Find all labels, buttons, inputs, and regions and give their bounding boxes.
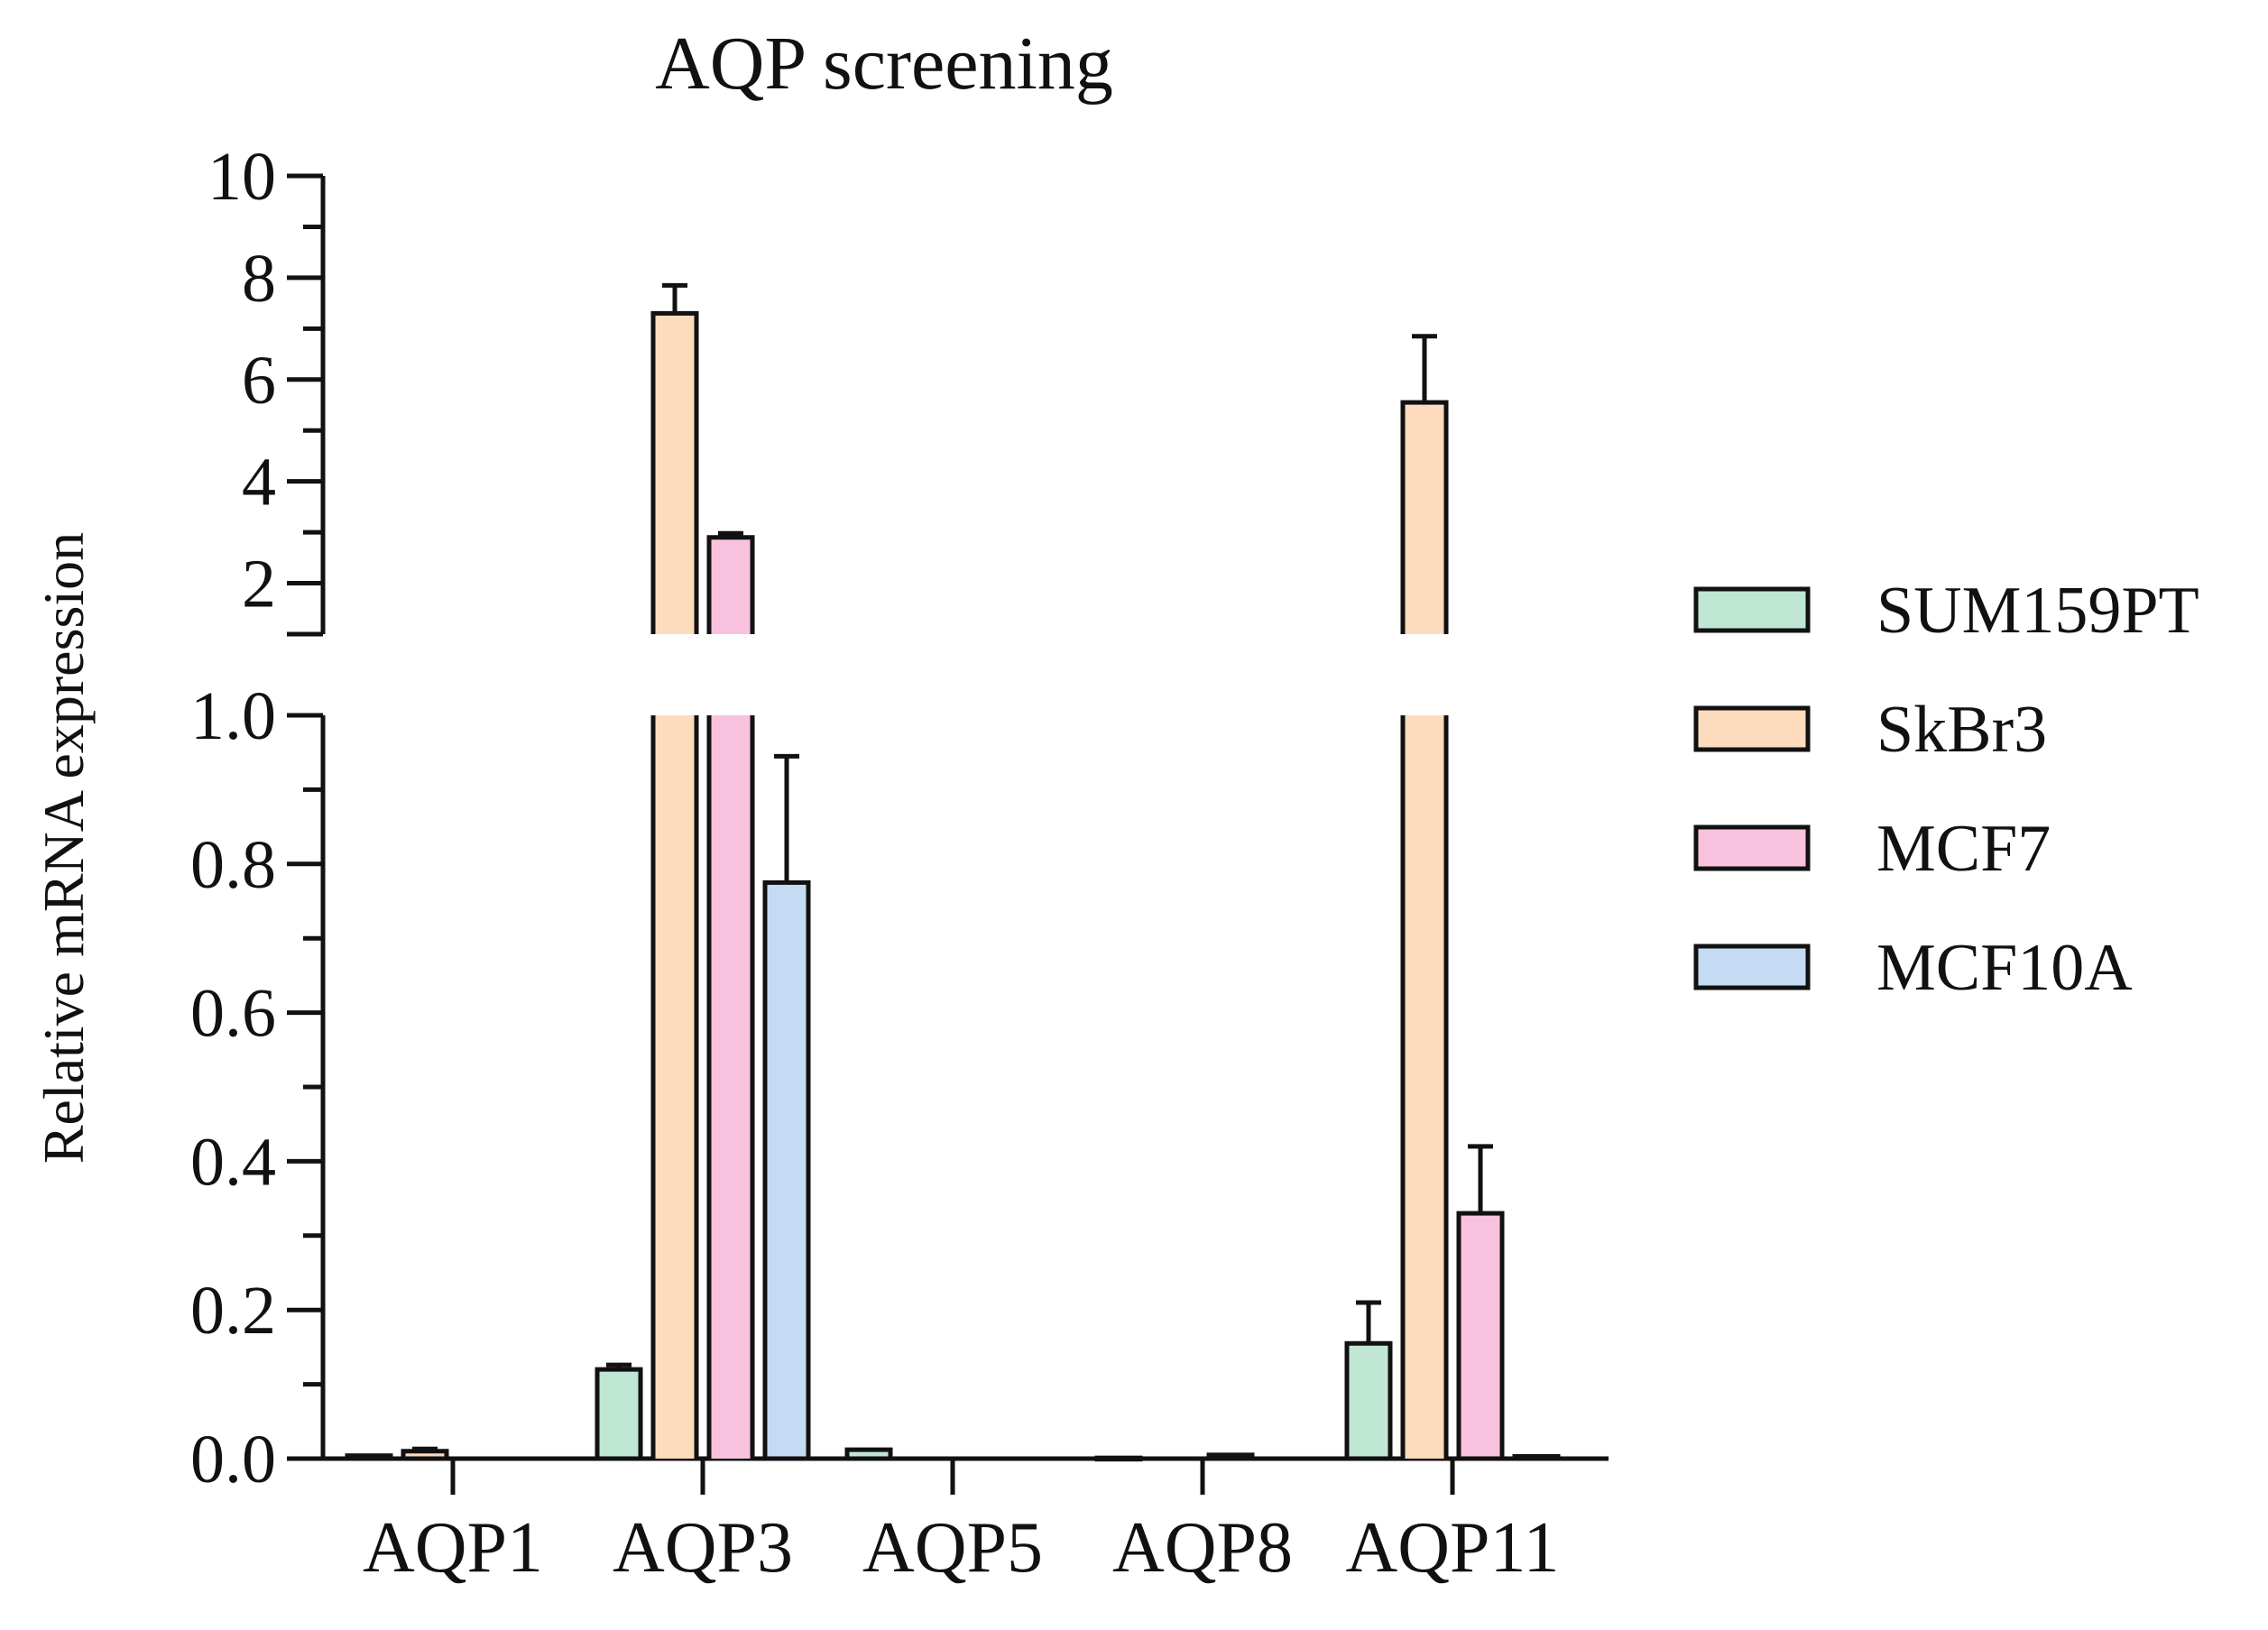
bar-outline (706, 535, 755, 634)
legend-swatch (1693, 586, 1811, 633)
bar (1456, 1211, 1505, 1461)
bar-fill (1403, 715, 1446, 1459)
bar (401, 1449, 449, 1461)
y-axis-label: Relative mRNA expression (32, 532, 96, 1164)
bar-fill (709, 537, 752, 634)
bar (762, 879, 811, 1461)
x-tick-label: AQP5 (862, 1508, 1043, 1588)
x-tick-label: AQP11 (1345, 1508, 1559, 1588)
plot-area: 2 4 6 8 10 0.0 0.2 0.4 0.6 0.8 1.0 AQP1 AQP3 AQP5 AQP8… (190, 139, 1609, 1588)
x-tick-label: AQP3 (613, 1508, 793, 1588)
legend-label: SUM159PT (1876, 574, 2199, 648)
bar-fill (1403, 402, 1446, 634)
bar-fill (653, 313, 696, 634)
y-tick-label: 0.0 (190, 1422, 276, 1497)
bar (1344, 1340, 1393, 1461)
y-tick-label: 0.8 (190, 827, 276, 903)
bar (345, 1453, 393, 1461)
y-tick-label: 0.2 (190, 1273, 276, 1349)
bar (1094, 1455, 1143, 1462)
y-tick-label: 0.6 (190, 976, 276, 1052)
y-tick-label: 10 (207, 139, 276, 215)
bar (844, 1447, 893, 1461)
legend-swatch (1693, 705, 1811, 752)
legend-swatch (1693, 824, 1811, 871)
legend-label: SkBr3 (1876, 693, 2047, 767)
y-tick-label: 4 (242, 445, 276, 520)
y-tick-label: 0.4 (190, 1124, 276, 1200)
bar-fill (653, 715, 696, 1459)
y-tick-label: 2 (242, 547, 276, 622)
bar-outline (1400, 400, 1449, 634)
bar (1512, 1454, 1561, 1461)
y-tick-label: 6 (242, 343, 276, 419)
x-tick-label: AQP1 (363, 1508, 543, 1588)
legend-swatch (1693, 944, 1811, 990)
y-tick-label: 1.0 (190, 678, 276, 754)
bar-fill (709, 715, 752, 1459)
bar (595, 1367, 643, 1461)
legend-label: MCF7 (1876, 812, 2051, 886)
legend: SUM159PT SkBr3 MCF7 MCF10A (1693, 574, 2199, 1005)
chart-title: AQP screening (655, 22, 1113, 106)
y-tick-label: 8 (242, 241, 276, 317)
bar (1206, 1452, 1255, 1461)
legend-label: MCF10A (1876, 931, 2133, 1005)
x-tick-label: AQP8 (1112, 1508, 1293, 1588)
